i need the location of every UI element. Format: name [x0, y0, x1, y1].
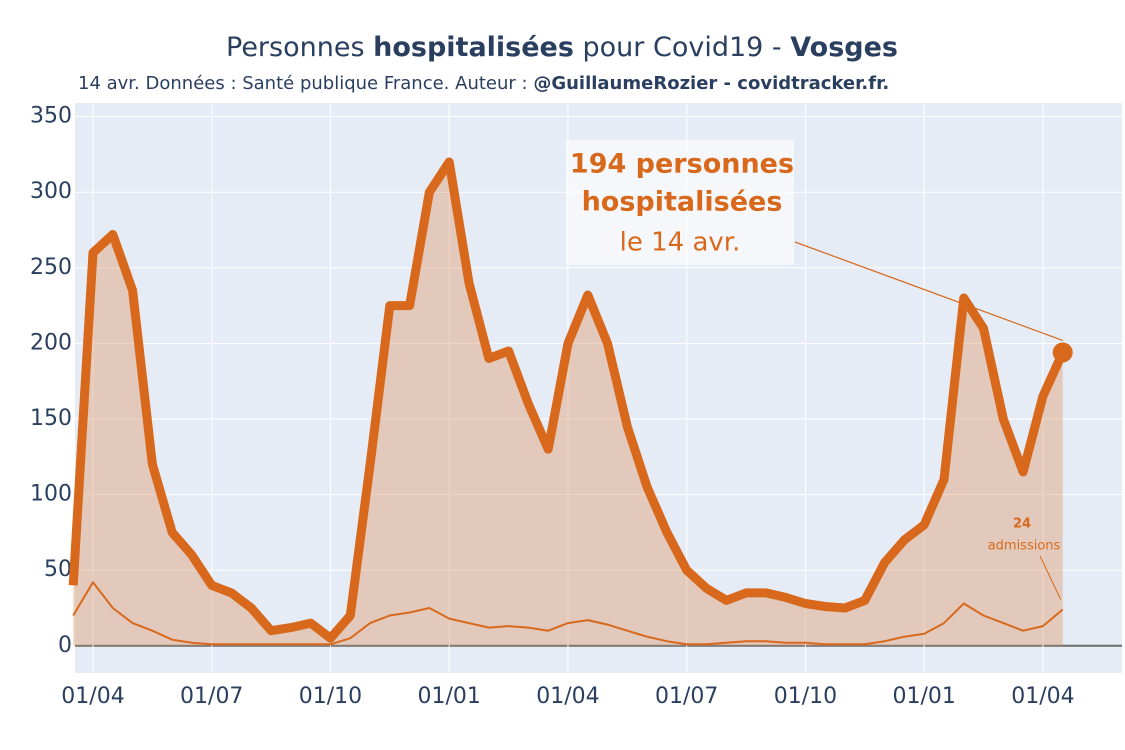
admissions-arrow [1039, 555, 1062, 600]
y-tick-label: 300 [30, 179, 72, 204]
y-tick-label: 250 [30, 255, 72, 280]
y-tick-label: 0 [58, 633, 72, 658]
annotation-arrow [794, 241, 1063, 342]
line [72, 581, 1064, 646]
x-tick-label: 01/01 [892, 684, 955, 709]
title-part: hospitalisées [373, 32, 574, 63]
x-tick-label: 01/01 [418, 684, 481, 709]
annotation-text: 194 personnes [570, 149, 794, 180]
annotation-text: hospitalisées [582, 187, 783, 218]
title-part: pour Covid19 - [574, 32, 790, 63]
y-tick-label: 350 [30, 104, 72, 129]
y-tick-label: 100 [30, 482, 72, 507]
chart-subtitle: 14 avr. Données : Santé publique France.… [78, 73, 889, 94]
admissions-value: 24 [1013, 517, 1031, 532]
title-part: Vosges [790, 32, 898, 63]
y-tick-label: 150 [30, 406, 72, 431]
x-tick-label: 01/10 [299, 684, 362, 709]
y-tick-label: 50 [44, 557, 72, 582]
chart-title: Personnes hospitalisées pour Covid19 - V… [226, 32, 898, 63]
subtitle-part: @GuillaumeRozier - covidtracker.fr. [533, 73, 889, 94]
x-tick-label: 01/04 [61, 684, 124, 709]
admissions-label: admissions [988, 539, 1061, 554]
x-tick-label: 01/07 [180, 684, 243, 709]
title-part: Personnes [226, 32, 373, 63]
annotation-box [566, 140, 794, 265]
x-tick-label: 01/04 [1011, 684, 1074, 709]
y-tick-label: 200 [30, 330, 72, 355]
last-point [1052, 342, 1073, 363]
subtitle-part: 14 avr. Données : Santé publique France.… [78, 73, 533, 94]
line [68, 157, 1067, 643]
x-tick-label: 01/04 [536, 684, 599, 709]
x-tick-label: 01/07 [655, 684, 718, 709]
x-tick-label: 01/10 [774, 684, 837, 709]
annotation-date: le 14 avr. [620, 228, 741, 258]
area [73, 162, 1063, 646]
